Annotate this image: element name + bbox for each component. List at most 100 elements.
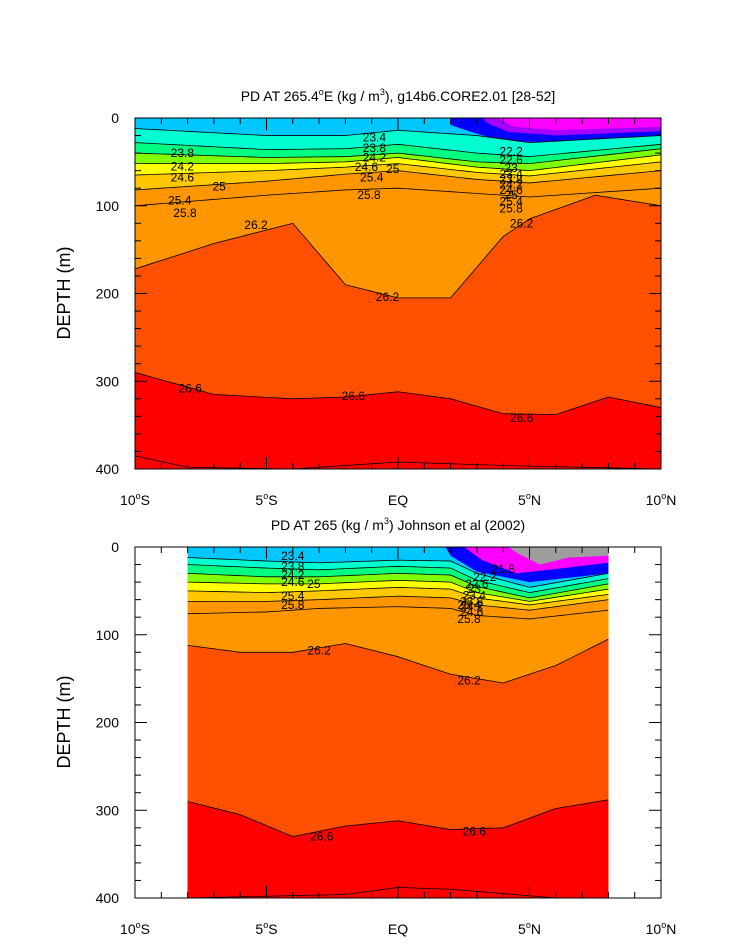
contour-line-26.6 [187, 799, 609, 837]
panel2-title: PD AT 265 (kg / m3) Johnson et al (2002) [271, 516, 525, 533]
panel2-contour-labels: 23.423.824.224.6 2525.425.821.822.222.623… [281, 549, 515, 844]
y-tick-label: 400 [96, 461, 120, 477]
contour-label: 25.8 [281, 598, 305, 612]
contour-line-25.8 [134, 187, 662, 207]
contour-label: 25.8 [457, 612, 481, 626]
contour-label: 26.6 [179, 381, 203, 395]
contour-label: 23.8 [281, 559, 305, 573]
panel-observations: PD AT 265 (kg / m3) Johnson et al (2002)… [54, 516, 676, 937]
x-tick-label: 5oS [255, 920, 277, 937]
panel1-title: PD AT 265.4oE (kg / m3), g14b6.CORE2.01 … [241, 87, 556, 104]
contour-line-26.6 [134, 372, 662, 415]
x-tick-label: EQ [388, 492, 408, 508]
x-tick-label: 5oN [518, 920, 541, 937]
contour-label: 26.2 [510, 216, 534, 230]
panel1-y-tick-labels: 0 100 200 300 400 [96, 110, 120, 477]
y-tick-label: 100 [96, 627, 120, 643]
contour-label: 23.8 [363, 141, 387, 155]
contour-label: 26.6 [342, 389, 366, 403]
contour-label: 26.2 [244, 218, 268, 232]
contour-line-23.8 [134, 142, 662, 158]
x-tick-label: EQ [388, 921, 408, 937]
contour-label: 23.8 [460, 594, 484, 608]
contour-label: 24.2 [281, 568, 305, 582]
contour-label: 21.8 [492, 562, 516, 576]
contour-label: 22.6 [465, 577, 489, 591]
contour-label: 24.6 [171, 171, 195, 185]
contour-label: 23.4 [463, 588, 487, 602]
contour-label: 23.4 [363, 130, 387, 144]
x-tick-label: 10oN [646, 920, 677, 937]
contour-label: 23.8 [499, 172, 523, 186]
contour-label: 22.6 [499, 153, 523, 167]
contour-line-26.2 [187, 638, 609, 684]
panel1-contour-fill [135, 118, 661, 470]
contour-label: 25 [307, 577, 321, 591]
contour-line-23.8 [187, 564, 609, 594]
panel2-x-tick-labels: 10oS 5oS EQ 5oN 10oN [120, 920, 676, 937]
y-tick-label: 0 [111, 539, 119, 555]
y-tick-label: 0 [111, 110, 119, 126]
y-tick-label: 200 [96, 715, 120, 731]
panel2-y-tick-labels: 0 100 200 300 400 [96, 539, 120, 906]
contour-line-26.2 [134, 194, 662, 299]
contour-line-24.6 [135, 154, 662, 172]
contour-label: 23 [504, 161, 518, 175]
fill-below-26.6 [187, 799, 609, 898]
contour-label: 26.6 [463, 824, 487, 838]
contour-label: 22.2 [473, 570, 497, 584]
x-tick-label: 5oS [255, 491, 277, 508]
contour-label: 24.2 [363, 150, 387, 164]
contour-label: 25 [504, 188, 518, 202]
panel2-ticks [134, 546, 662, 899]
fill-below-26.6 [135, 372, 661, 469]
contour-label: 23.4 [499, 167, 523, 181]
panel2-contour-lines [187, 557, 609, 899]
contour-label: 24.6 [355, 160, 379, 174]
contour-line-23.4 [187, 557, 609, 588]
contour-label: 26.6 [310, 830, 334, 844]
contour-label: 25 [212, 179, 226, 193]
contour-line-24.2 [187, 572, 609, 599]
contour-line-25.4 [187, 595, 609, 611]
contour-label: 24.2 [171, 159, 195, 173]
fill-grey-pool [508, 547, 609, 565]
y-tick-label: 200 [96, 286, 120, 302]
fill-magenta-pool [497, 118, 661, 131]
contour-line-23.4 [134, 128, 662, 143]
contour-label: 25.8 [499, 201, 523, 215]
x-tick-label: 10oN [646, 491, 677, 508]
contour-label: 25 [386, 162, 400, 176]
panel2-ylabel: DEPTH (m) [54, 676, 74, 769]
contour-label: 26.2 [376, 290, 400, 304]
contour-line-25 [187, 586, 609, 606]
contour-label: 25.8 [173, 206, 197, 220]
panel-model: PD AT 265.4oE (kg / m3), g14b6.CORE2.01 … [54, 87, 676, 508]
panel1-x-tick-labels: 10oS 5oS EQ 5oN 10oN [120, 491, 676, 508]
panel1-ticks [134, 117, 662, 470]
contour-label: 24.6 [281, 575, 305, 589]
y-tick-label: 400 [96, 890, 120, 906]
contour-label: 24.2 [460, 600, 484, 614]
contour-label: 23 [468, 582, 482, 596]
contour-label: 25.4 [499, 194, 523, 208]
x-tick-label: 5oN [518, 491, 541, 508]
contour-label: 22.2 [499, 144, 523, 158]
contour-label: 23.4 [281, 549, 305, 563]
contour-label: 25.4 [168, 193, 192, 207]
contour-label: 26.2 [457, 673, 481, 687]
contour-line-24.2 [134, 148, 662, 165]
contour-line-25.4 [134, 170, 662, 191]
contour-label: 25.4 [457, 598, 481, 612]
contour-label: 24.6 [499, 183, 523, 197]
contour-line-25 [134, 161, 662, 177]
contour-label: 24.2 [499, 178, 523, 192]
y-tick-label: 100 [96, 198, 120, 214]
contour-label: 25.4 [360, 171, 384, 185]
y-tick-label: 300 [96, 802, 120, 818]
panel2-contour-fill [187, 547, 609, 898]
contour-line-25.8 [187, 606, 609, 620]
contour-label: 26.6 [510, 411, 534, 425]
